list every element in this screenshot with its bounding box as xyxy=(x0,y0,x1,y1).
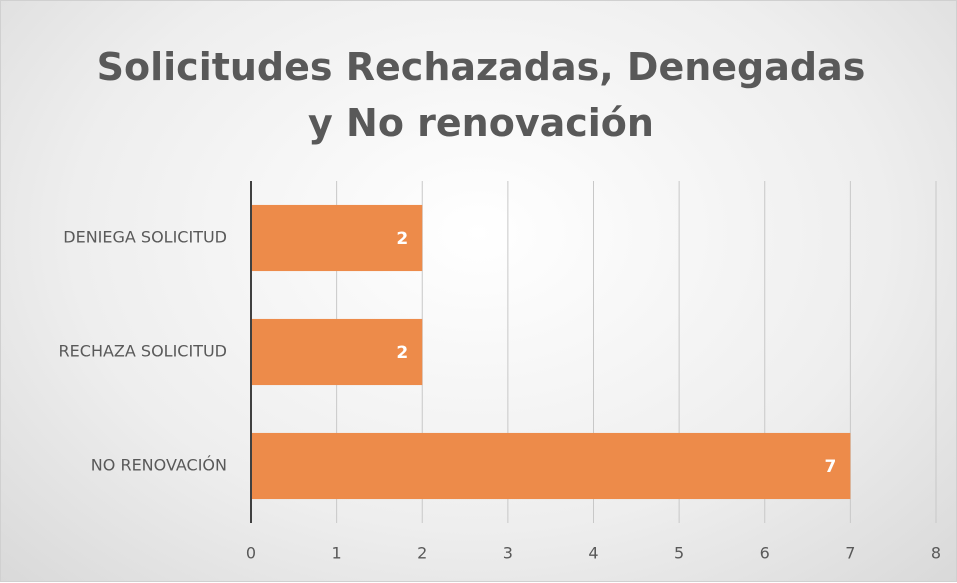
y-tick-label: DENIEGA SOLICITUD xyxy=(63,228,227,247)
x-tick-label: 6 xyxy=(760,544,770,563)
bar xyxy=(251,204,423,272)
y-tick-label: NO RENOVACIÓN xyxy=(91,456,227,475)
x-tick-label: 4 xyxy=(588,544,598,563)
x-tick-label: 1 xyxy=(332,544,342,563)
x-tick-label: 8 xyxy=(931,544,941,563)
x-tick-label: 2 xyxy=(417,544,427,563)
x-tick-label: 0 xyxy=(246,544,256,563)
x-tick-label: 5 xyxy=(674,544,684,563)
data-label: 2 xyxy=(396,343,408,363)
chart-title: Solicitudes Rechazadas, Denegadas y No r… xyxy=(96,45,866,145)
x-tick-label: 7 xyxy=(845,544,855,563)
x-tick-label: 3 xyxy=(503,544,513,563)
y-tick-label: RECHAZA SOLICITUD xyxy=(59,342,227,361)
data-label: 2 xyxy=(396,229,408,249)
data-label: 7 xyxy=(825,457,837,477)
bar xyxy=(251,318,423,386)
bar xyxy=(251,432,851,500)
